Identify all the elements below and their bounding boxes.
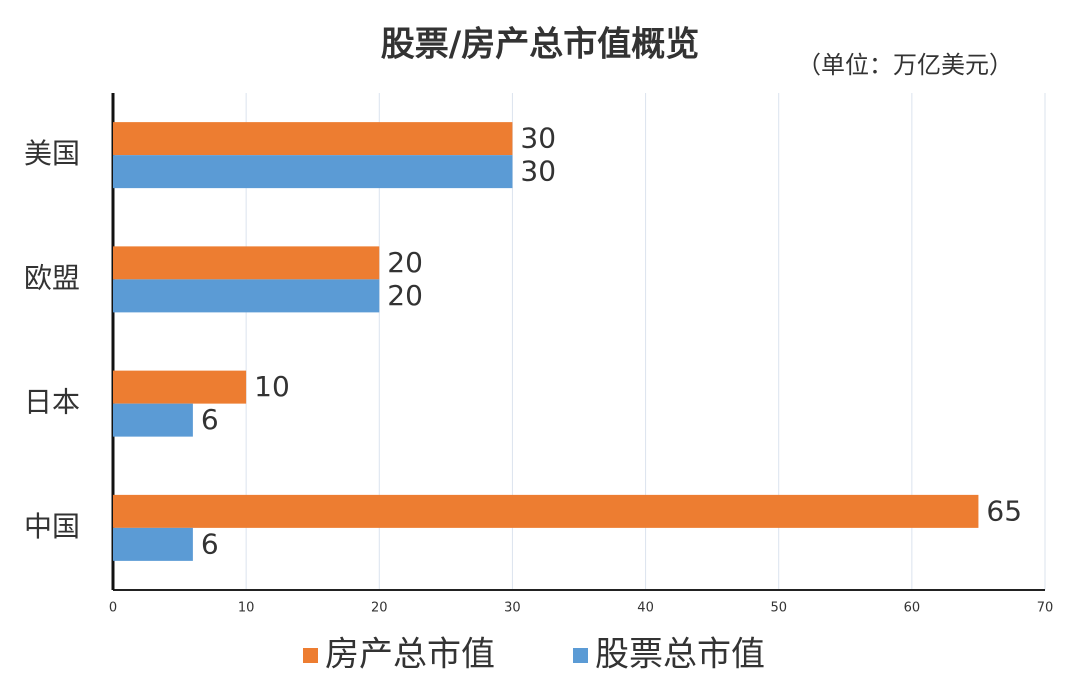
x-tick-label: 40 — [637, 601, 654, 616]
x-tick-label: 0 — [109, 601, 117, 616]
data-label: 6 — [201, 403, 219, 436]
y-tick-label: 美国 — [24, 137, 80, 170]
bar — [113, 527, 193, 561]
y-tick-label: 日本 — [24, 386, 80, 419]
data-label: 65 — [986, 494, 1022, 527]
bar — [113, 279, 380, 313]
y-tick-label: 中国 — [24, 510, 80, 543]
legend-marker — [573, 648, 588, 663]
bar — [113, 155, 513, 189]
data-label: 30 — [520, 122, 556, 155]
x-tick-label: 60 — [904, 601, 921, 616]
data-label: 6 — [201, 527, 219, 560]
bar — [113, 122, 513, 156]
chart-title: 股票/房产总市值概览 — [381, 25, 699, 65]
legend-label: 房产总市值 — [325, 635, 495, 675]
data-label: 30 — [520, 155, 556, 188]
legend-marker — [303, 648, 318, 663]
bar — [113, 403, 193, 437]
legend-label: 股票总市值 — [595, 635, 765, 675]
x-tick-label: 30 — [504, 601, 521, 616]
bar — [113, 494, 979, 528]
x-tick-label: 20 — [371, 601, 388, 616]
chart-subtitle: （单位：万亿美元） — [797, 51, 1013, 79]
data-label: 20 — [387, 279, 423, 312]
data-label: 10 — [254, 370, 290, 403]
x-tick-label: 10 — [238, 601, 255, 616]
x-tick-label: 70 — [1037, 601, 1054, 616]
x-tick-label: 50 — [770, 601, 787, 616]
y-tick-label: 欧盟 — [24, 261, 80, 294]
bar — [113, 246, 380, 280]
bar — [113, 370, 247, 404]
data-label: 20 — [387, 246, 423, 279]
